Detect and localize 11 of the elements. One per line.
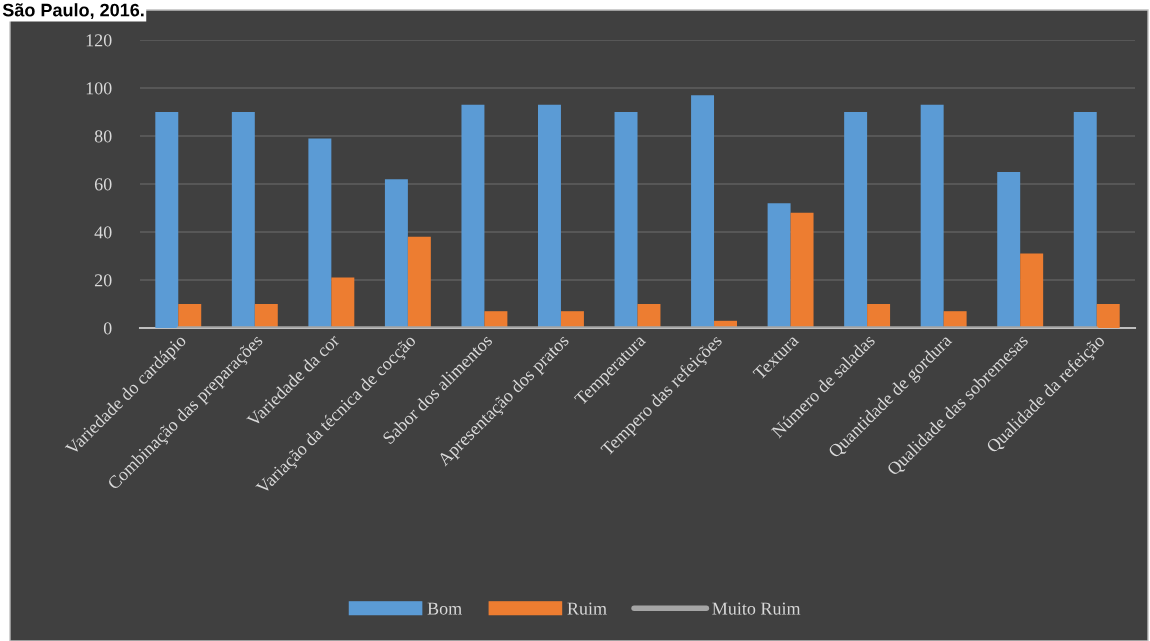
y-tick-label: 100 [86, 82, 112, 95]
y-tick-label: 0 [103, 322, 112, 335]
y-tick-label: 40 [94, 226, 112, 239]
y-tick-label: 20 [94, 274, 112, 287]
y-tick-label: 60 [94, 178, 112, 191]
y-tick-label: 120 [86, 34, 112, 47]
legend-label: Bom [427, 602, 462, 615]
legend-label: Ruim [567, 602, 607, 615]
legend-label: Muito Ruim [712, 602, 801, 615]
y-tick-label: 80 [94, 130, 112, 143]
chart-title: São Paulo, 2016. [2, 3, 144, 20]
